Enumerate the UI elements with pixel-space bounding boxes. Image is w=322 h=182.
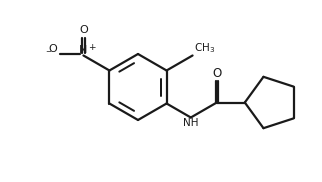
Text: $^-$: $^-$ bbox=[43, 50, 52, 60]
Text: N: N bbox=[79, 45, 88, 55]
Text: CH$_3$: CH$_3$ bbox=[194, 41, 215, 54]
Text: NH: NH bbox=[183, 118, 199, 128]
Text: O: O bbox=[79, 25, 88, 35]
Text: O: O bbox=[48, 43, 57, 54]
Text: +: + bbox=[88, 43, 95, 52]
Text: O: O bbox=[212, 66, 222, 80]
